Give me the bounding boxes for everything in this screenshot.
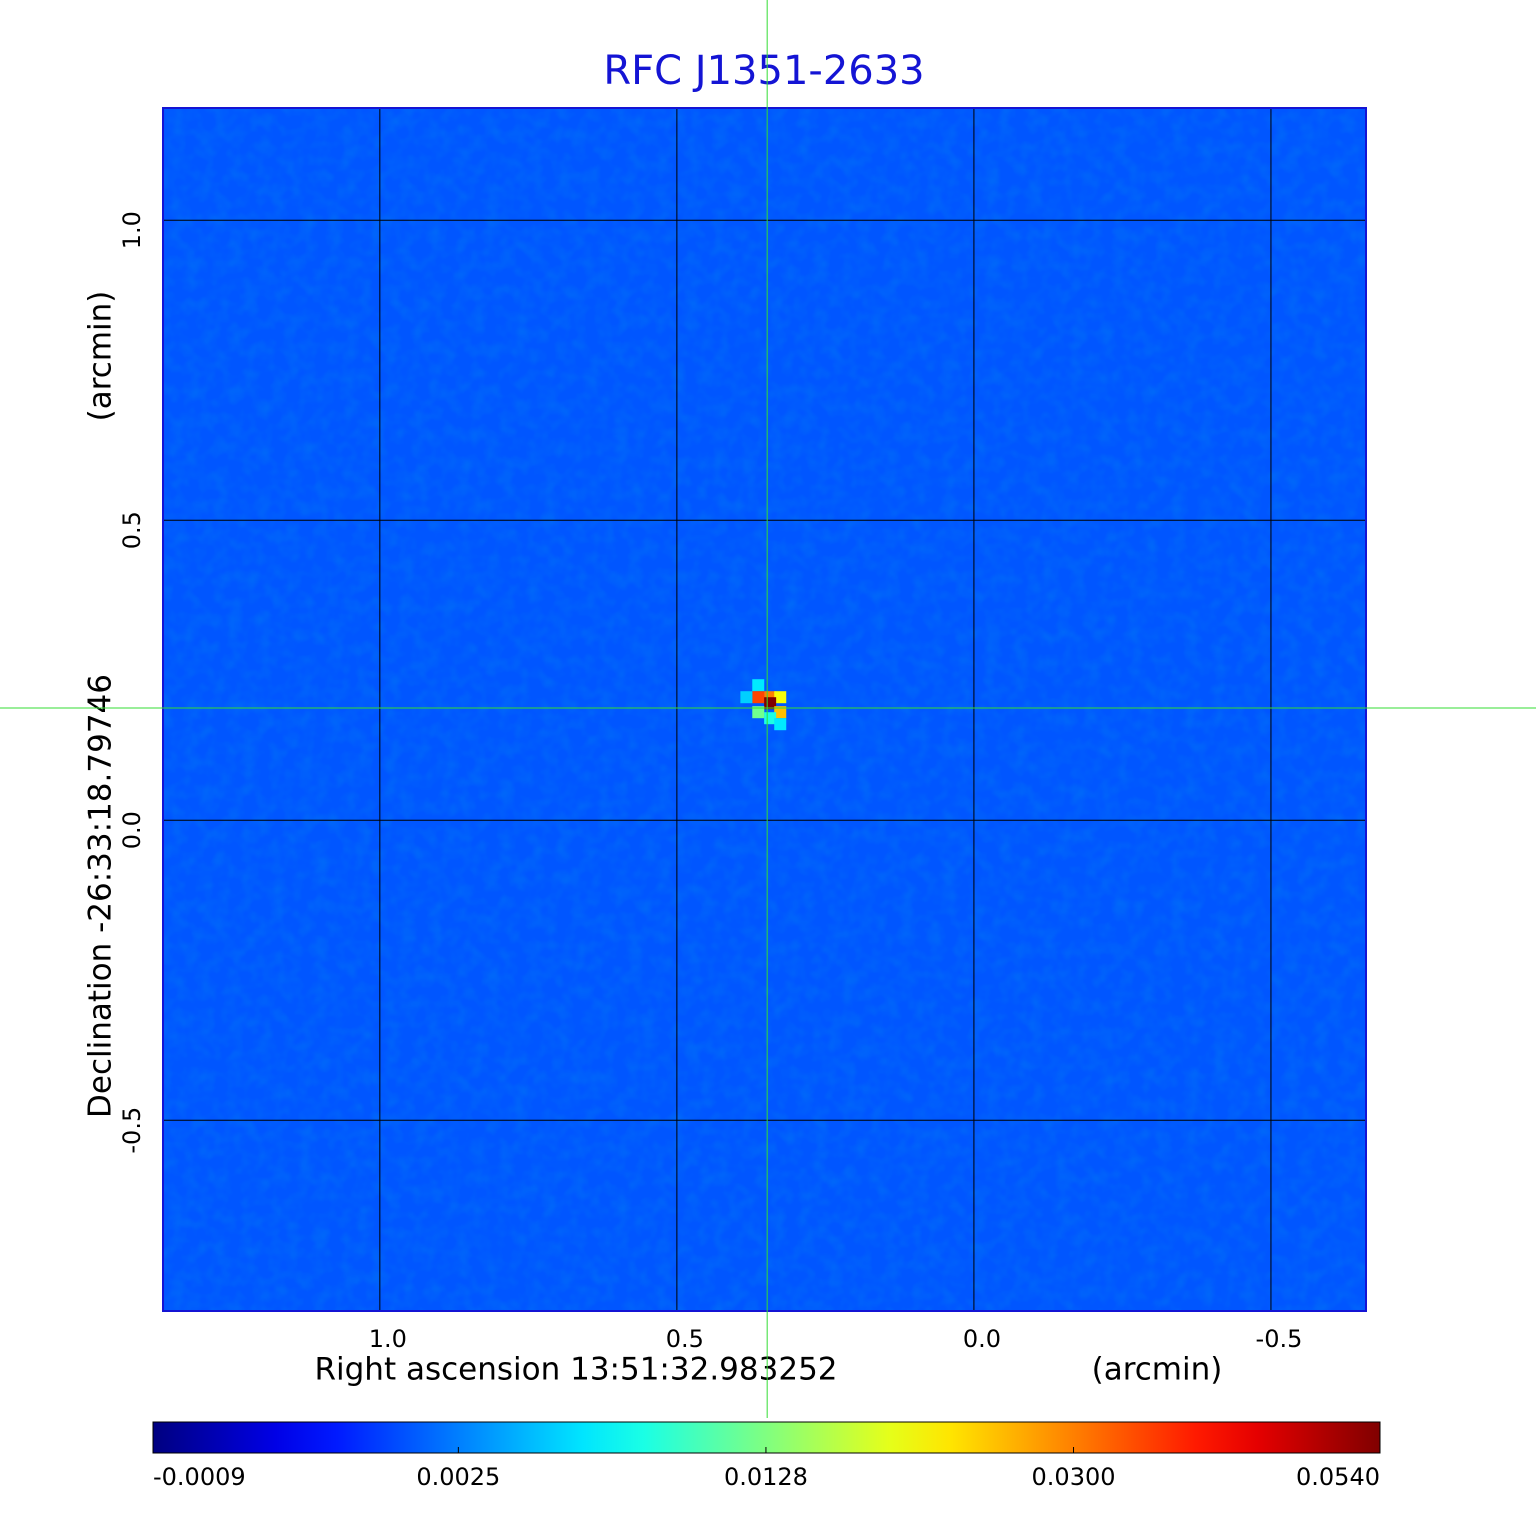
colorbar-tick-label: -0.0009 [153, 1463, 246, 1491]
x-tick-label: -0.5 [1256, 1325, 1303, 1353]
colorbar-tick-label: 0.0025 [416, 1463, 500, 1491]
image-pixel [740, 691, 753, 704]
x-axis-unit: (arcmin) [1092, 1352, 1223, 1388]
image-pixel [752, 691, 765, 704]
y-tick-label: 0.0 [118, 811, 146, 849]
y-axis-label: Declination -26:33:18.79746 [83, 674, 119, 1118]
x-axis-label: Right ascension 13:51:32.983252 [314, 1352, 837, 1388]
colorbar [152, 1421, 1381, 1454]
colorbar-tick-label: 0.0128 [724, 1463, 808, 1491]
plot-frame [162, 107, 1367, 1312]
image-pixel [752, 706, 765, 719]
colorbar-tick-label: 0.0540 [1296, 1463, 1380, 1491]
image-noise [163, 108, 1366, 1311]
image-pixel [774, 706, 787, 719]
image-pixel [774, 691, 787, 704]
y-tick-label: 1.0 [118, 211, 146, 249]
y-tick-label: 0.5 [118, 511, 146, 549]
image-pixel [752, 679, 765, 692]
y-axis-unit: (arcmin) [83, 291, 119, 422]
chart-title: RFC J1351-2633 [603, 48, 924, 94]
x-tick-label: 1.0 [369, 1325, 407, 1353]
x-tick-label: 0.5 [666, 1325, 704, 1353]
y-tick-label: -0.5 [118, 1107, 146, 1154]
colorbar-tick-label: 0.0300 [1032, 1463, 1116, 1491]
image-pixel [774, 718, 787, 731]
x-tick-label: 0.0 [963, 1325, 1001, 1353]
